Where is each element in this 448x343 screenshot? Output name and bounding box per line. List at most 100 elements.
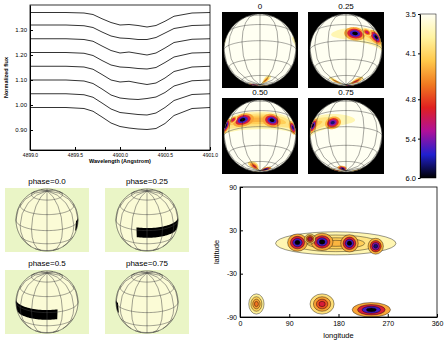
spot [225,114,294,130]
tick-label: 6.0 [406,174,416,183]
tick-mark [418,14,420,15]
tick: 0.90 [15,127,33,133]
globe-sphere [116,189,178,251]
spot-contour [310,294,334,314]
model-globe [105,270,189,334]
globe-outline [310,100,382,172]
spot-contour [307,237,312,242]
spot-contour [288,234,308,251]
globe-outline [16,271,78,333]
profile-line [30,108,210,130]
spot-contour [368,238,383,254]
spot-contour [362,306,380,313]
globe-background [308,98,384,174]
spot-contour [249,294,264,314]
map-panel: 090180270360-90-303090longitudelatitude [212,184,443,340]
graticule [16,189,78,251]
tick: 4900.5 [158,147,174,158]
globe-outline [16,189,78,251]
spot-contour [314,236,330,248]
spot-contour [358,305,386,315]
spot-contour [372,242,379,250]
graticule [310,100,382,172]
globe-sphere [16,189,78,251]
spot [329,120,337,126]
tick: 4900.0 [113,147,129,158]
doppler-globe [308,98,384,174]
axis: 090180270360 [239,314,444,327]
tick: 1.20 [15,52,33,58]
tick-mark [240,230,243,231]
spot-band [16,299,58,320]
spot-contour [374,244,378,248]
phase-label: phase=0.75 [126,259,169,268]
spot [344,27,365,40]
doppler-globe [222,12,298,88]
spot-contour [319,301,325,306]
tick-mark [30,30,33,31]
profile-panel: 4899.04899.54900.04900.54901.00.901.001.… [3,5,218,164]
spot-contour [317,238,328,246]
tick-label: 4.8 [406,95,416,104]
tick-label: 1.10 [15,77,27,83]
tick-mark [240,187,243,188]
tick-label: 1.30 [15,27,27,33]
tick-mark [30,55,33,56]
tick-label: 360 [432,320,444,327]
tick-mark [388,314,389,317]
spot-contour [290,236,304,248]
tick-label: 4899.5 [68,152,84,158]
phase-label: phase=0.25 [126,177,169,186]
figure-svg: 4899.04899.54900.04900.54901.00.901.001.… [0,0,448,343]
spot-contour [251,297,262,312]
spot-contour [293,238,302,246]
tick: -30 [227,270,243,277]
axis-line [241,317,438,318]
y-axis-title: Normalized flux [3,56,9,98]
axis-line [240,188,241,318]
globe-sphere [310,14,382,86]
tick: 1.10 [15,77,33,83]
spot-contour [347,241,352,246]
spot [331,27,382,52]
axis: -90-303090 [227,184,243,321]
graticule [116,271,178,333]
tick-mark [437,314,438,317]
tick: 4899.5 [68,147,84,158]
spot-contour [306,235,314,242]
globe-sphere [224,14,296,86]
tick-label: 4900.0 [113,152,129,158]
spot-contour [305,234,316,244]
graticule [224,100,296,172]
tick: 5.4 [406,135,420,144]
spot [264,79,266,81]
spot-contour [276,232,396,255]
graticule [224,14,296,86]
tick-mark [240,317,243,318]
globe-background [222,98,298,174]
tick-label: 3.5 [406,10,416,19]
tick-label: 1.20 [15,52,27,58]
tick-label: 4899.0 [23,152,39,158]
tick: 180 [333,314,345,327]
tick-mark [120,147,121,150]
tick-mark [289,314,290,317]
tick: 30 [229,227,243,234]
profile-line [30,25,210,40]
tick-label: 5.4 [406,135,416,144]
globe-outline [224,14,296,86]
tick-label: 4900.5 [158,152,174,158]
globe-background [308,12,384,88]
map-spots [249,232,396,317]
globe-sphere [16,271,78,333]
globe-background [5,188,89,252]
phase-label: 0.75 [338,88,354,97]
spot-contour [345,239,353,247]
doppler-panel: 00.250.500.753.54.14.85.46.0 [222,2,436,183]
spot-contour [254,301,258,306]
globe-outline [116,189,178,251]
spot [268,117,277,124]
model-globe [105,188,189,252]
plot-frame [30,5,210,150]
tick-label: 90 [229,184,237,191]
